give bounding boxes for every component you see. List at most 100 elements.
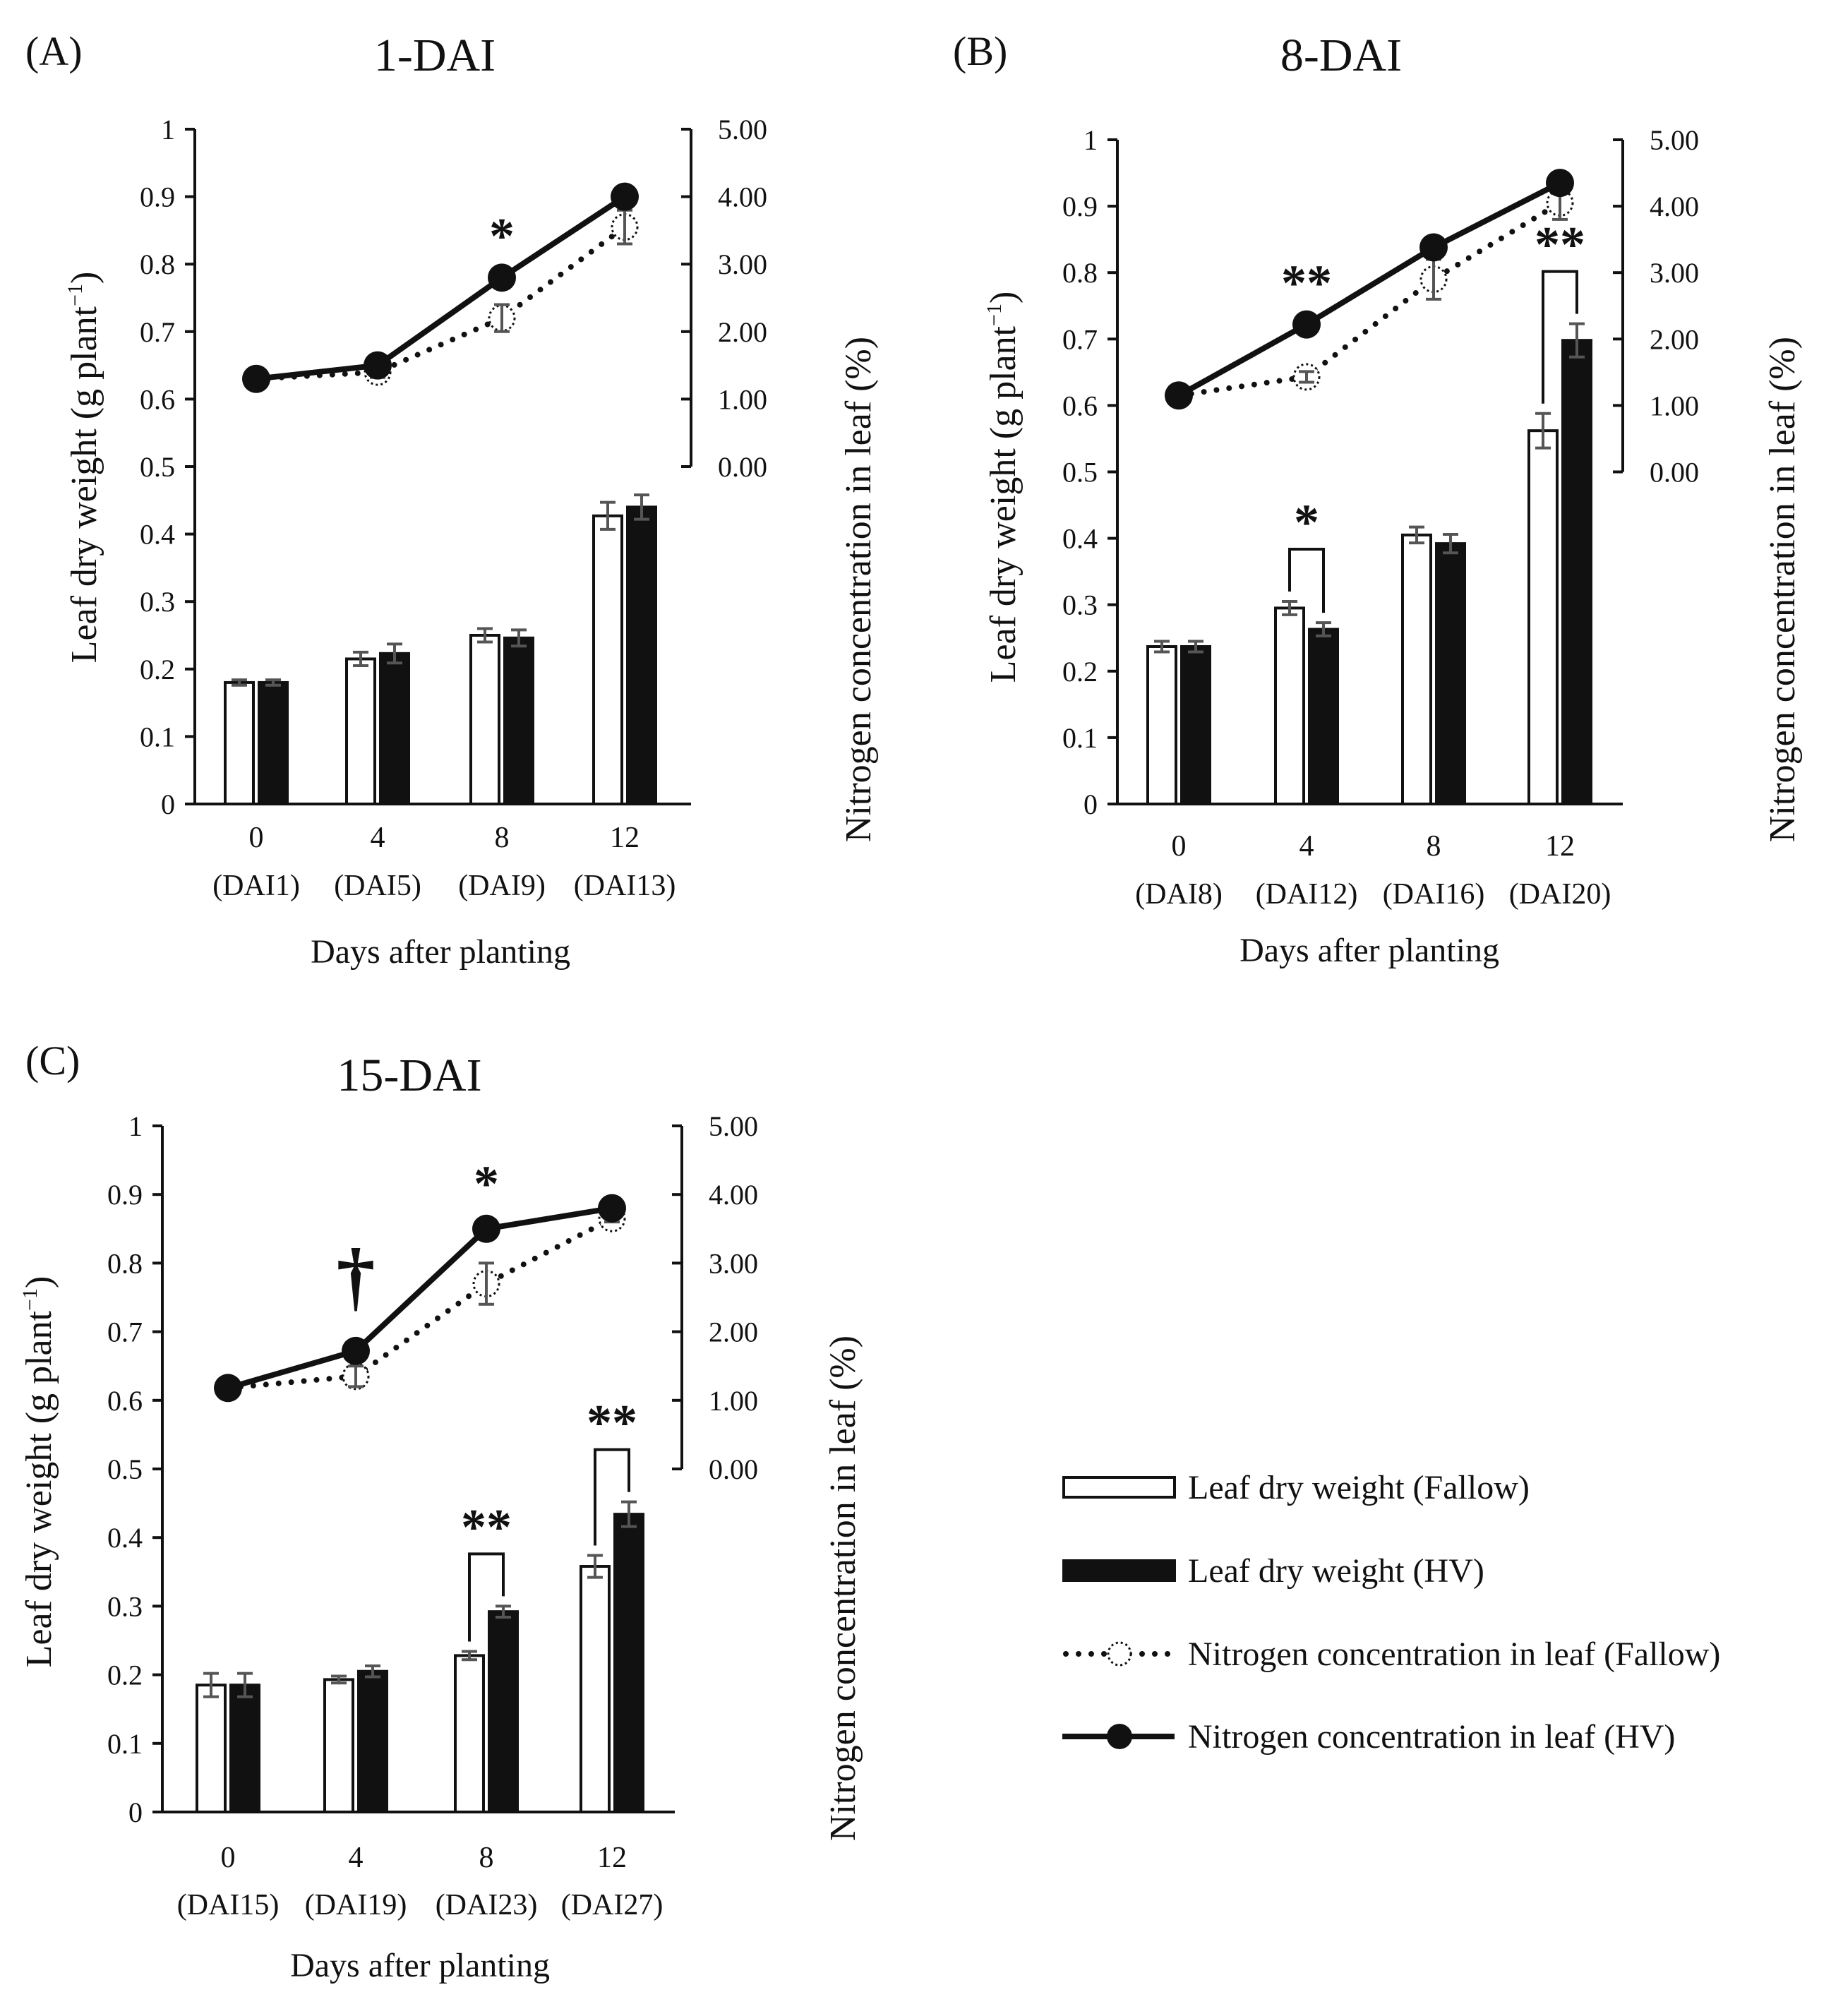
y2-tick-label: 0.00 bbox=[718, 451, 767, 483]
line-nitrogen-hv bbox=[1177, 180, 1561, 398]
y-axis-title-end: ) bbox=[64, 272, 104, 284]
bar-fallow bbox=[580, 1565, 611, 1813]
bar-fallow bbox=[1527, 429, 1559, 805]
x-tick-label: 12 bbox=[597, 1842, 627, 1874]
bar-fallow bbox=[1274, 606, 1305, 806]
y-tick-label: 0.4 bbox=[107, 1522, 143, 1554]
x-tick-label: 4 bbox=[1299, 830, 1314, 863]
panel-label: (B) bbox=[953, 28, 1007, 74]
y-tick-label: 0 bbox=[1083, 788, 1098, 820]
chart-title: 8-DAI bbox=[1280, 30, 1402, 81]
x-sublabel: (DAI23) bbox=[436, 1889, 538, 1921]
line-nitrogen-hv bbox=[256, 194, 627, 382]
marker-nitrogen-hv bbox=[242, 364, 270, 393]
y2-tick-label: 5.00 bbox=[718, 114, 767, 145]
bar-hv bbox=[1180, 644, 1211, 805]
bar-fallow bbox=[323, 1678, 354, 1814]
chart-panel-a: (A) 1-DAI 0 0.1 0.2 0.3 0.4 0.5 0.6 0.7 0.8 0.9 1 0.0… bbox=[25, 28, 879, 971]
legend-swatch-bar-hv bbox=[1062, 1559, 1176, 1582]
marker-nitrogen-hv bbox=[472, 1214, 500, 1243]
x-sublabel: (DAI19) bbox=[305, 1889, 407, 1921]
x-tick-label: 8 bbox=[479, 1842, 494, 1874]
significance-bracket bbox=[1542, 270, 1578, 404]
y2-axis-title: Nitrogen concentration in leaf (%) bbox=[839, 337, 879, 842]
y-axis-title-sup: −1 bbox=[18, 1288, 42, 1311]
bar-fallow bbox=[454, 1654, 485, 1814]
x-tick-label: 4 bbox=[349, 1842, 364, 1874]
y-axis-title-end: ) bbox=[19, 1276, 59, 1288]
marker-nitrogen-hv bbox=[1165, 381, 1193, 410]
y-tick-label: 0.9 bbox=[140, 181, 175, 213]
chart-title: 1-DAI bbox=[374, 30, 496, 81]
x-tick-label: 0 bbox=[221, 1842, 236, 1874]
panel-label: (A) bbox=[25, 28, 83, 74]
marker-nitrogen-hv bbox=[364, 351, 392, 380]
x-sublabel: (DAI13) bbox=[574, 870, 676, 902]
x-tick-label: 8 bbox=[1427, 830, 1441, 863]
y-tick-label: 0.5 bbox=[107, 1453, 143, 1485]
x-tick-label: 4 bbox=[371, 822, 385, 854]
y2-axis-title: Nitrogen concentration in leaf (%) bbox=[1763, 337, 1803, 842]
y-tick-label: 0.7 bbox=[107, 1316, 143, 1348]
line-nitrogen-fallow bbox=[1176, 200, 1563, 399]
significance-marker: * bbox=[489, 208, 515, 265]
x-tick-label: 8 bbox=[495, 822, 510, 854]
x-axis-title: Days after planting bbox=[290, 1947, 550, 1984]
y-tick-label: 0.6 bbox=[140, 383, 175, 415]
y-tick-label: 0.7 bbox=[1062, 323, 1098, 355]
line-nitrogen-hv bbox=[227, 1205, 613, 1391]
y-tick-label: 0.7 bbox=[140, 316, 175, 348]
chart-panel-b: (B) 8-DAI 0 0.1 0.2 0.3 0.4 0.5 0.6 0.7 0.8 0.9 1 0.0… bbox=[953, 28, 1803, 969]
y-tick-label: 0.2 bbox=[1062, 656, 1098, 688]
significance-marker: * bbox=[474, 1156, 499, 1212]
y2-tick-label: 4.00 bbox=[709, 1179, 758, 1211]
y-tick-label: 0.9 bbox=[107, 1179, 143, 1211]
y-axis-title: Leaf dry weight (g plant−1) bbox=[983, 292, 1023, 683]
y2-tick-label: 5.00 bbox=[709, 1110, 758, 1142]
y-tick-label: 1 bbox=[1083, 124, 1098, 156]
y2-tick-label: 0.00 bbox=[1650, 457, 1699, 488]
y-tick-label: 0.3 bbox=[1062, 589, 1098, 621]
y-axis-title: Leaf dry weight (g plant−1) bbox=[64, 272, 104, 664]
y2-tick-label: 1.00 bbox=[718, 383, 767, 415]
significance-bracket bbox=[468, 1552, 505, 1642]
marker-nitrogen-hv bbox=[214, 1374, 242, 1403]
legend-swatch-bar-fallow bbox=[1062, 1476, 1176, 1499]
bar-fallow bbox=[224, 680, 255, 805]
y-axis-title-text: Leaf dry weight (g plant bbox=[983, 325, 1023, 683]
y-tick-label: 0.1 bbox=[1062, 722, 1098, 754]
x-sublabel: (DAI16) bbox=[1383, 878, 1485, 911]
marker-nitrogen-hv bbox=[1546, 169, 1574, 198]
y-tick-label: 0.8 bbox=[140, 248, 175, 280]
y2-tick-label: 3.00 bbox=[1650, 257, 1699, 289]
y2-tick-label: 1.00 bbox=[1650, 390, 1699, 421]
x-tick-label: 0 bbox=[1172, 830, 1187, 863]
bar-hv bbox=[613, 1513, 644, 1814]
x-sublabel: (DAI12) bbox=[1256, 878, 1358, 911]
y2-tick-label: 0.00 bbox=[709, 1453, 758, 1485]
chart-title: 15-DAI bbox=[337, 1050, 481, 1101]
y2-tick-label: 2.00 bbox=[709, 1316, 758, 1348]
bar-hv bbox=[229, 1684, 260, 1813]
line-nitrogen-fallow bbox=[253, 224, 628, 382]
significance-marker: ** bbox=[1281, 255, 1332, 311]
bar-hv bbox=[258, 680, 289, 805]
y2-axis-title: Nitrogen concentration in leaf (%) bbox=[823, 1336, 863, 1841]
y-tick-label: 0.3 bbox=[107, 1590, 143, 1622]
y-axis-title-text: Leaf dry weight (g plant bbox=[19, 1310, 59, 1667]
y-tick-label: 0.4 bbox=[140, 519, 175, 551]
chart-panel-c: (C) 15-DAI 0 0.1 0.2 0.3 0.4 0.5 0.6 0.7 0.8 0.9 1 0.… bbox=[18, 1038, 863, 1984]
y-tick-label: 0.5 bbox=[1062, 457, 1098, 488]
x-tick-label: 12 bbox=[610, 822, 640, 854]
y2-tick-label: 2.00 bbox=[718, 316, 767, 348]
y-axis-title-end: ) bbox=[983, 292, 1023, 304]
marker-nitrogen-hv bbox=[611, 182, 639, 211]
x-sublabel: (DAI8) bbox=[1135, 878, 1223, 911]
bar-hv bbox=[1308, 628, 1339, 806]
bar-fallow bbox=[345, 657, 376, 806]
bar-hv bbox=[503, 636, 534, 805]
x-sublabel: (DAI5) bbox=[334, 870, 421, 902]
y-tick-label: 0.1 bbox=[140, 721, 175, 752]
y-tick-label: 0.1 bbox=[107, 1728, 143, 1760]
legend-label: Leaf dry weight (HV) bbox=[1188, 1552, 1484, 1590]
